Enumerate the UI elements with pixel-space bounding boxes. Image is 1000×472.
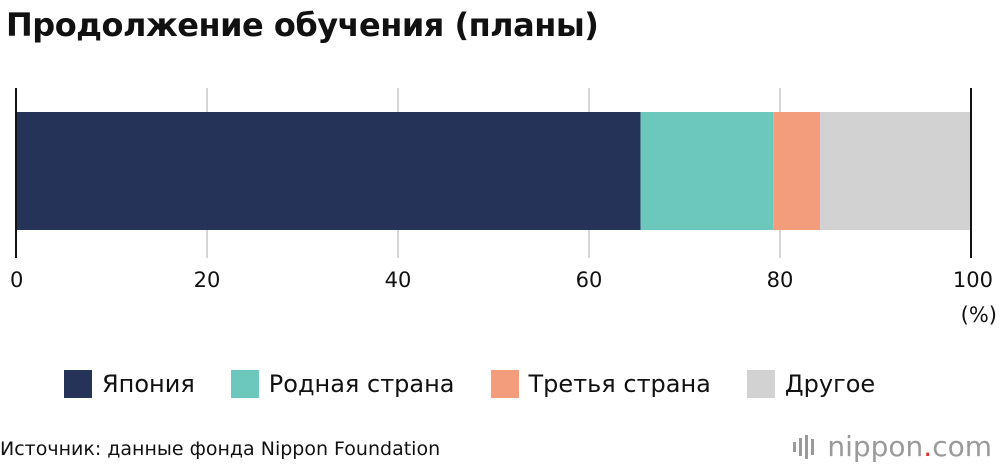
legend-label: Другое: [784, 370, 876, 398]
brand-name: nippon: [827, 430, 924, 463]
legend-item: Другое: [746, 370, 876, 398]
legend-label: Родная страна: [268, 370, 455, 398]
x-tick-label: 20: [194, 268, 221, 292]
tick-labels: 0 20 40 60 80 100: [10, 268, 993, 292]
x-tick-label: 80: [767, 268, 794, 292]
legend-item: Третья страна: [490, 370, 711, 398]
legend-swatch: [230, 370, 259, 398]
bar-segments: [16, 112, 971, 230]
brand-suffix: com: [932, 430, 992, 463]
brand-dot: .: [923, 430, 933, 463]
unit-label: (%): [961, 303, 997, 327]
legend: Япония Родная страна Третья страна Другое: [64, 364, 875, 404]
bar-segment: [773, 112, 821, 230]
chart-title: Продолжение обучения (планы): [6, 6, 599, 44]
legend-swatch: [64, 370, 92, 398]
x-tick-label: 100: [953, 268, 993, 292]
x-tick-label: 60: [576, 268, 603, 292]
source-note: Источник: данные фонда Nippon Foundation: [0, 438, 441, 460]
legend-swatch: [490, 370, 519, 398]
legend-label: Япония: [102, 370, 195, 398]
axes: [15, 88, 972, 258]
legend-item: Родная страна: [230, 370, 455, 398]
bar-segment: [820, 112, 971, 230]
legend-label: Третья страна: [528, 370, 711, 398]
bar-segment: [16, 112, 641, 230]
x-tick-label: 0: [10, 268, 23, 292]
legend-item: Япония: [64, 370, 195, 398]
stacked-bar-chart: 0 20 40 60 80 100 (%): [10, 88, 997, 327]
legend-swatch: [746, 370, 775, 398]
x-tick-label: 40: [385, 268, 412, 292]
bar-segment: [640, 112, 774, 230]
brand-logo: nippon. com: [791, 430, 992, 463]
brand-bars-icon: [793, 434, 815, 459]
